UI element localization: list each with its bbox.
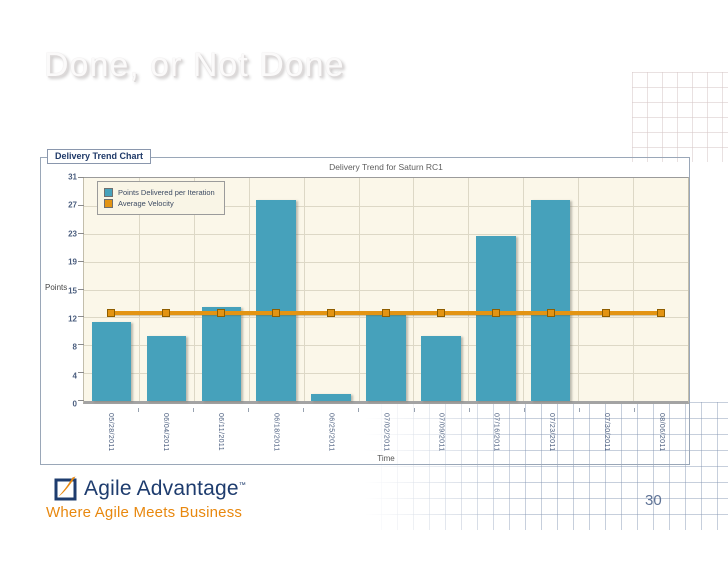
bar-points-delivered	[366, 314, 406, 401]
bar-points-delivered	[476, 235, 516, 401]
x-tick-mark	[578, 408, 580, 412]
legend-label-average-velocity: Average Velocity	[118, 199, 174, 208]
average-velocity-marker	[107, 309, 116, 318]
x-tick-label: 06/11/2011	[217, 413, 225, 451]
y-tick-label: 4	[72, 371, 77, 381]
y-tick-mark	[78, 177, 84, 178]
legend-swatch-line	[104, 199, 113, 208]
y-tick-mark	[78, 316, 84, 318]
brand-name: Agile Advantage™	[84, 476, 246, 500]
bar-points-delivered	[91, 321, 132, 401]
y-tick-label: 8	[72, 342, 77, 352]
h-gridline	[84, 261, 688, 263]
x-tick-mark	[633, 408, 635, 412]
average-velocity-marker	[601, 309, 610, 318]
x-tick-label: 07/09/2011	[437, 413, 445, 452]
average-velocity-marker	[436, 309, 445, 318]
y-tick-mark	[78, 372, 84, 374]
average-velocity-marker	[327, 309, 336, 318]
average-velocity-marker	[272, 309, 281, 318]
x-axis-labels: 05/28/2011 06/04/2011 06/11/2011 06/18/2011…	[83, 408, 689, 460]
y-tick-mark	[78, 232, 84, 234]
x-tick-mark	[468, 408, 470, 412]
v-gridline	[633, 178, 635, 401]
panel-label: Delivery Trend Chart	[47, 149, 152, 164]
x-tick-label: 07/30/2011	[602, 413, 610, 452]
trademark-symbol: ™	[238, 481, 246, 489]
x-tick-mark	[523, 408, 525, 412]
x-tick-mark	[358, 408, 360, 412]
chart-title: Delivery Trend for Saturn RC1	[329, 162, 443, 172]
v-gridline	[413, 178, 415, 401]
x-tick-label: 06/18/2011	[272, 413, 280, 452]
legend-item-average-velocity: Average Velocity	[104, 199, 215, 208]
y-axis-labels: 31 27 23 19 15 12 8 4 0	[41, 173, 77, 409]
v-gridline	[138, 178, 140, 401]
y-tick-mark	[78, 400, 84, 401]
agile-advantage-logo-icon	[54, 476, 77, 501]
x-tick-mark	[193, 408, 195, 412]
legend-label-points-delivered: Points Delivered per Iteration	[118, 188, 215, 197]
v-gridline	[578, 178, 580, 401]
average-velocity-marker	[656, 309, 665, 318]
y-tick-mark	[78, 260, 84, 262]
chart-legend: Points Delivered per Iteration Average V…	[97, 181, 225, 215]
average-velocity-marker	[491, 309, 500, 318]
y-tick-label: 27	[68, 200, 77, 210]
v-gridline	[193, 178, 195, 401]
bar-points-delivered	[530, 199, 571, 401]
x-tick-mark	[248, 408, 250, 412]
x-tick-label: 07/02/2011	[382, 413, 390, 452]
h-gridline	[84, 205, 688, 207]
x-tick-label: 07/16/2011	[492, 413, 500, 452]
y-tick-label: 12	[68, 314, 77, 324]
y-tick-label: 0	[72, 399, 77, 409]
x-tick-label: 05/28/2011	[107, 413, 115, 452]
v-gridline	[358, 178, 360, 401]
bar-points-delivered	[146, 336, 187, 401]
y-tick-label: 31	[68, 172, 77, 182]
corner-grid-top-right	[632, 72, 728, 162]
x-tick-label: 06/04/2011	[162, 413, 170, 452]
y-tick-mark	[78, 344, 84, 346]
delivery-trend-chart-panel: Delivery Trend Chart Delivery Trend for …	[40, 149, 690, 465]
y-tick-label: 19	[68, 257, 77, 267]
x-tick-label: 06/25/2011	[327, 413, 335, 452]
bar-points-delivered	[256, 199, 296, 401]
brand-tagline: Where Agile Meets Business	[46, 504, 243, 521]
average-velocity-marker	[217, 309, 226, 318]
x-tick-label: 08/06/2011	[657, 413, 665, 452]
h-gridline	[84, 289, 688, 291]
v-gridline	[303, 178, 305, 401]
x-axis-title: Time	[377, 454, 395, 463]
v-gridline	[523, 178, 525, 401]
slide-title: Done, or Not Done	[44, 46, 345, 84]
v-gridline	[468, 178, 470, 401]
page-number: 30	[645, 492, 662, 509]
y-tick-mark	[78, 204, 84, 206]
y-axis-title: Points	[45, 283, 68, 292]
y-tick-label: 23	[68, 229, 77, 239]
average-velocity-marker	[546, 309, 555, 318]
x-tick-label: 07/23/2011	[547, 413, 555, 452]
x-tick-mark	[303, 408, 305, 412]
footer: Agile Advantage™ Where Agile Meets Busin…	[46, 476, 246, 521]
corner-grid-bottom-right	[365, 402, 728, 530]
h-gridline	[84, 233, 688, 235]
bar-points-delivered	[311, 393, 351, 401]
y-tick-mark	[78, 288, 84, 290]
x-tick-mark	[138, 408, 140, 412]
bar-points-delivered	[201, 307, 242, 401]
legend-item-points-delivered: Points Delivered per Iteration	[104, 188, 215, 197]
v-gridline	[248, 178, 250, 401]
x-tick-mark	[413, 408, 415, 412]
y-tick-label: 15	[68, 286, 77, 295]
legend-swatch-bar	[104, 188, 113, 197]
logo: Agile Advantage™	[54, 476, 246, 501]
bar-points-delivered	[421, 336, 461, 401]
average-velocity-marker	[382, 309, 390, 318]
average-velocity-marker	[162, 309, 171, 318]
